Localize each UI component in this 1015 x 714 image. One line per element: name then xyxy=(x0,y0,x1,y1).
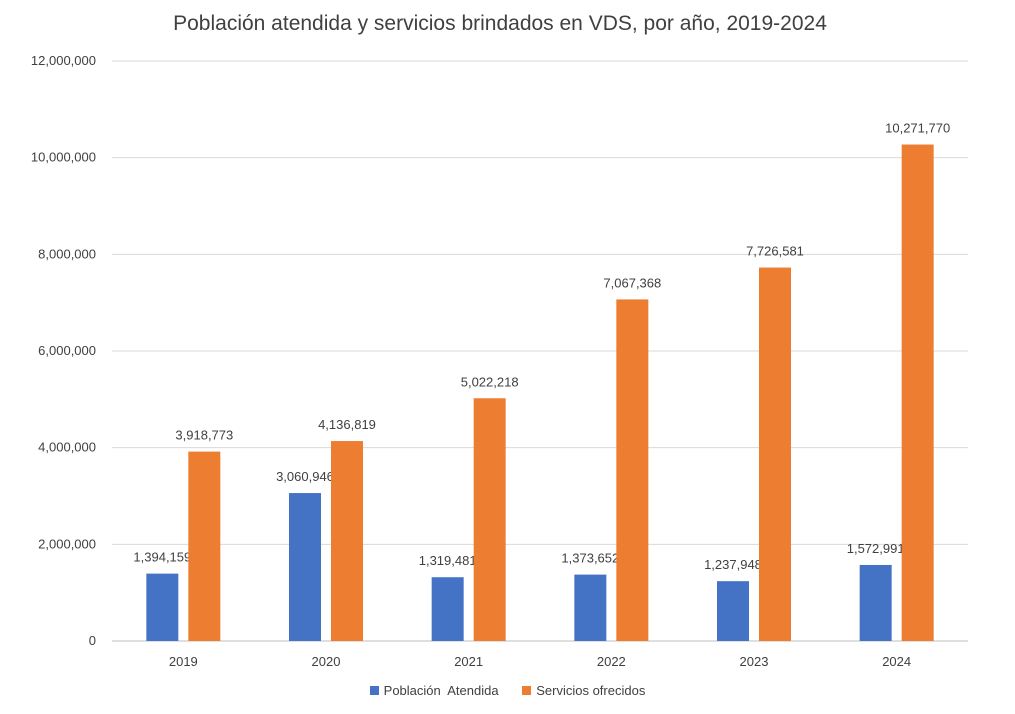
bar-servicios xyxy=(473,398,506,641)
y-tick-label: 4,000,000 xyxy=(38,440,96,455)
data-label: 3,918,773 xyxy=(175,428,233,443)
chart-title: Población atendida y servicios brindados… xyxy=(173,12,827,35)
legend-item-servicios: Servicios ofrecidos xyxy=(522,683,645,698)
bar-poblacion xyxy=(717,581,749,641)
y-tick-label: 10,000,000 xyxy=(31,150,96,165)
bar-servicios xyxy=(901,144,934,641)
data-label: 4,136,819 xyxy=(318,417,376,432)
y-tick-label: 6,000,000 xyxy=(38,343,96,358)
data-label: 5,022,218 xyxy=(461,374,519,389)
bar-servicios xyxy=(331,441,363,641)
legend: Población Atendida Servicios ofrecidos xyxy=(0,683,1015,698)
data-label: 1,394,159 xyxy=(133,550,191,565)
legend-item-poblacion: Población Atendida xyxy=(369,683,499,698)
x-tick-label: 2024 xyxy=(882,654,911,669)
data-label: 7,726,581 xyxy=(746,244,804,259)
data-label: 3,060,946 xyxy=(276,469,334,484)
x-tick-label: 2020 xyxy=(312,654,341,669)
data-label: 10,271,770 xyxy=(885,121,950,136)
bar-poblacion xyxy=(859,564,892,641)
bar-poblacion xyxy=(431,577,464,641)
bar-servicios xyxy=(616,299,649,641)
x-tick-label: 2019 xyxy=(169,654,198,669)
x-tick-label: 2022 xyxy=(597,654,626,669)
data-label: 7,067,368 xyxy=(603,275,661,290)
bar-servicios xyxy=(188,451,221,641)
legend-label-poblacion: Población Atendida xyxy=(383,683,499,698)
x-tick-label: 2021 xyxy=(454,654,483,669)
y-tick-label: 8,000,000 xyxy=(38,246,96,261)
legend-swatch-poblacion xyxy=(369,686,379,695)
bar-poblacion xyxy=(289,493,321,641)
data-label: 1,319,481 xyxy=(419,553,477,568)
bar-poblacion xyxy=(146,573,179,641)
y-tick-label: 0 xyxy=(89,633,96,648)
bar-poblacion xyxy=(574,574,607,641)
bar-servicios xyxy=(759,267,791,641)
x-tick-label: 2023 xyxy=(740,654,769,669)
legend-label-servicios: Servicios ofrecidos xyxy=(536,683,646,698)
y-tick-label: 12,000,000 xyxy=(31,53,96,68)
y-tick-label: 2,000,000 xyxy=(38,536,96,551)
legend-swatch-servicios xyxy=(522,686,532,695)
data-label: 1,572,991 xyxy=(847,541,905,556)
data-label: 1,237,948 xyxy=(704,557,762,572)
data-label: 1,373,652 xyxy=(561,551,619,566)
